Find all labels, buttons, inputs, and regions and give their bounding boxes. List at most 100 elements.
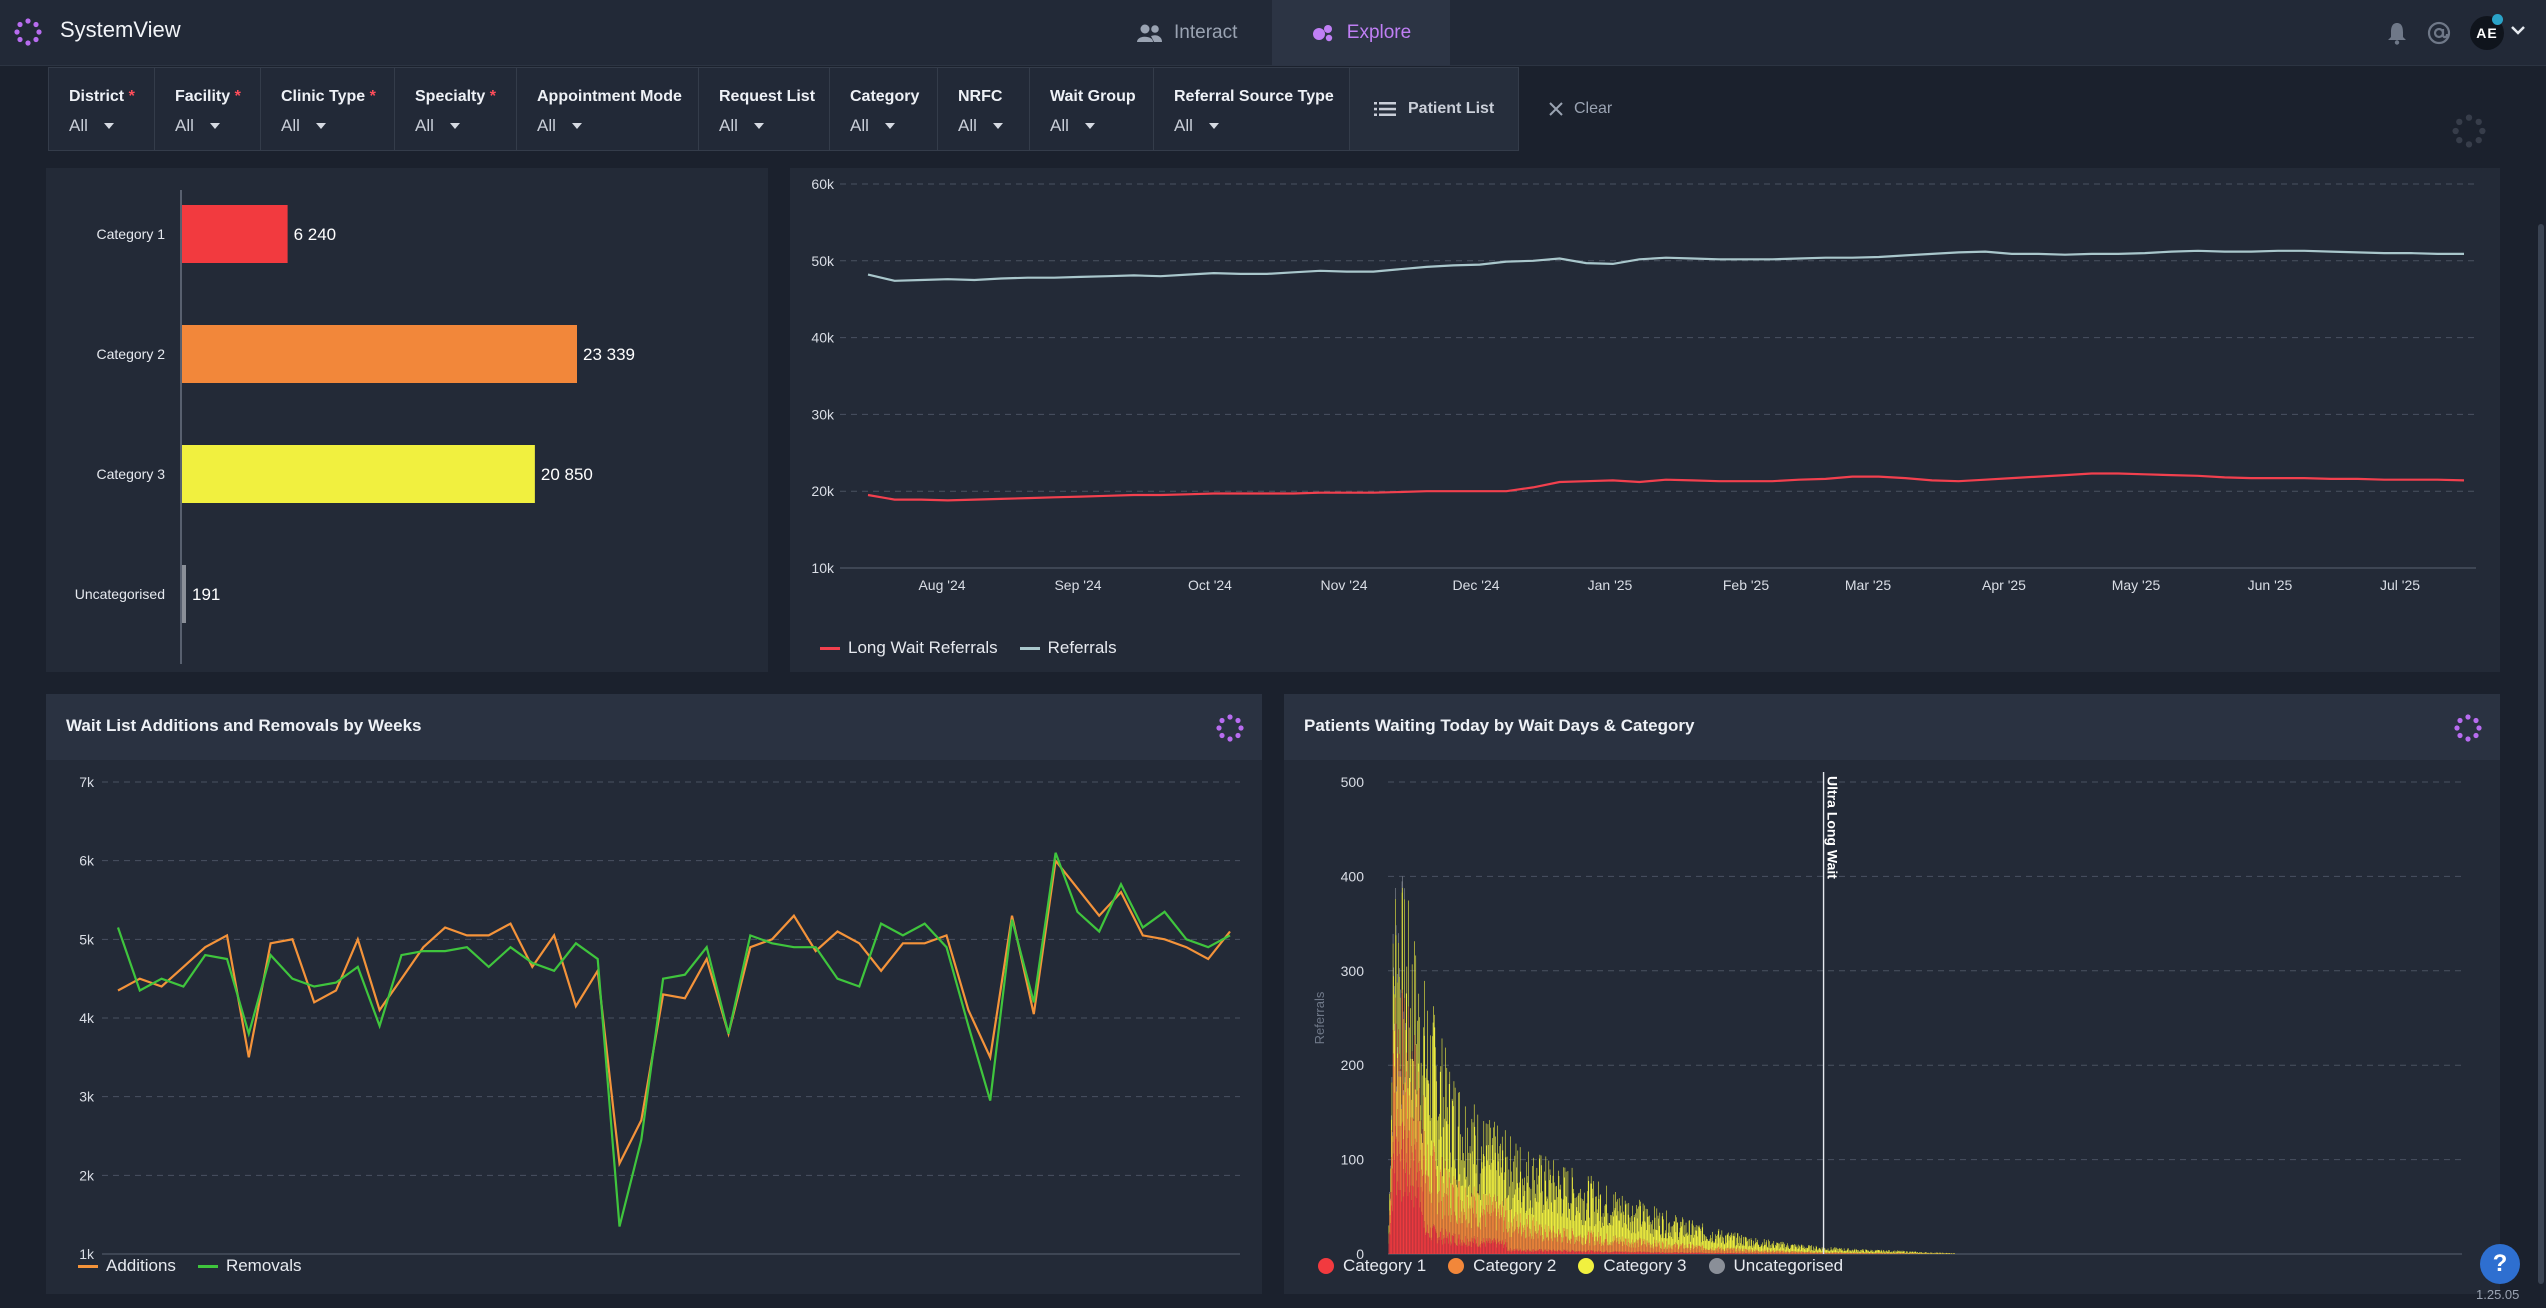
histogram-bar-segment [1435, 1229, 1436, 1254]
histogram-bar-segment [1722, 1253, 1723, 1254]
histogram-bar-segment [1481, 1162, 1483, 1213]
histogram-bar-segment [1585, 1221, 1587, 1245]
histogram-bar-segment [1704, 1248, 1706, 1254]
page-scrollbar[interactable] [2538, 224, 2544, 1284]
histogram-bar-segment [1658, 1243, 1659, 1253]
histogram-bar-segment [1905, 1253, 1907, 1254]
histogram-bar-segment [1464, 1212, 1465, 1243]
filter-wait-group[interactable]: Wait Group All [1030, 68, 1154, 150]
histogram-bar-segment [1548, 1249, 1550, 1254]
legend-item-removals[interactable]: Removals [197, 1256, 302, 1276]
histogram-bar-segment [1830, 1250, 1831, 1253]
legend-item-category-2[interactable]: Category 2 [1448, 1256, 1556, 1276]
filter-specialty[interactable]: Specialty * All [395, 68, 517, 150]
histogram-bar-segment [1689, 1252, 1690, 1254]
histogram-bar-segment [1447, 1238, 1449, 1254]
histogram-bar-segment [1675, 1252, 1676, 1254]
bell-icon[interactable] [2384, 20, 2410, 46]
histogram-bar-segment [1451, 1235, 1453, 1254]
histogram-bar-segment [1609, 1242, 1611, 1253]
histogram-bar-segment [1517, 1214, 1519, 1249]
panel-menu-icon[interactable] [1216, 714, 1244, 742]
histogram-bar-segment [1894, 1250, 1896, 1253]
clear-filters-button[interactable]: Clear [1548, 100, 1612, 118]
histogram-bar-segment [1440, 1231, 1442, 1254]
filter-appointment-mode[interactable]: Appointment Mode All [517, 68, 699, 150]
histogram-bar-segment [1734, 1236, 1735, 1249]
histogram-bar-segment [1654, 1217, 1656, 1244]
histogram-bar-segment [1482, 1154, 1484, 1210]
legend-item-long-wait[interactable]: Long Wait Referrals [820, 638, 998, 658]
histogram-bar-segment [1497, 1212, 1499, 1243]
filter-clinic-type[interactable]: Clinic Type * All [261, 68, 395, 150]
histogram-bar-segment [1545, 1224, 1547, 1250]
caret-down-icon [753, 123, 764, 129]
histogram-bar-segment [1742, 1244, 1744, 1252]
histogram-bar-segment [1679, 1247, 1680, 1253]
patient-list-button[interactable]: Patient List [1350, 68, 1519, 150]
histogram-bar-segment [1765, 1242, 1767, 1251]
explore-icon [1312, 25, 1332, 42]
app-logo-icon[interactable] [14, 18, 42, 46]
help-button[interactable]: ? [2480, 1244, 2520, 1284]
histogram-bar-segment [1645, 1208, 1647, 1241]
legend-item-category-1[interactable]: Category 1 [1318, 1256, 1426, 1276]
histogram-bar-segment [1603, 1242, 1605, 1253]
histogram-bar-segment [1703, 1253, 1705, 1254]
histogram-bar-segment [1574, 1244, 1575, 1253]
filter-nrfc[interactable]: NRFC All [938, 68, 1030, 150]
histogram-bar-segment [1710, 1235, 1711, 1249]
legend-item-referrals[interactable]: Referrals [1019, 638, 1117, 658]
panel-title: Patients Waiting Today by Wait Days & Ca… [1304, 716, 1695, 735]
histogram-bar-segment [1440, 1169, 1442, 1232]
histogram-bar-segment [1728, 1249, 1730, 1254]
histogram-bar-segment [1865, 1252, 1866, 1254]
filter-category[interactable]: Category All [830, 68, 938, 150]
histogram-bar-segment [1750, 1246, 1751, 1252]
histogram-bar-segment [1936, 1252, 1937, 1254]
histogram-bar-segment [1910, 1251, 1912, 1254]
histogram-bar-segment [1733, 1235, 1735, 1249]
filter-facility[interactable]: Facility * All [155, 68, 261, 150]
at-mention-icon[interactable] [2426, 20, 2452, 46]
histogram-bar-segment [1776, 1253, 1778, 1254]
histogram-bar-segment [1843, 1248, 1845, 1253]
tab-explore[interactable]: Explore [1272, 0, 1450, 66]
filter-referral-source-type[interactable]: Referral Source Type All [1154, 68, 1350, 150]
histogram-bar-segment [1414, 1138, 1416, 1197]
histogram-bar-segment [1889, 1252, 1890, 1254]
histogram-bar-segment [1559, 1189, 1561, 1235]
filter-request-list[interactable]: Request List All [699, 68, 830, 150]
histogram-bar-segment [1629, 1243, 1631, 1253]
histogram-bar-segment [1525, 1251, 1526, 1254]
histogram-bar-segment [1535, 1201, 1537, 1235]
histogram-bar-segment [1703, 1241, 1704, 1251]
histogram-bar-segment [1627, 1246, 1628, 1253]
histogram-bar-segment [1692, 1220, 1693, 1244]
histogram-bar-segment [1615, 1238, 1617, 1252]
histogram-bar-segment [1836, 1252, 1837, 1254]
histogram-bar-segment [1696, 1230, 1698, 1247]
chevron-down-icon[interactable] [2510, 24, 2526, 36]
tab-interact[interactable]: Interact [1096, 0, 1277, 66]
histogram-bar-segment [1604, 1205, 1606, 1240]
histogram-bar-segment [1390, 1205, 1392, 1254]
filter-district[interactable]: District * All [49, 68, 155, 150]
histogram-bar-segment [1501, 1172, 1502, 1218]
histogram-bar-segment [1442, 1244, 1443, 1254]
histogram-bar-segment [1850, 1251, 1852, 1254]
histogram-bar-segment [1876, 1250, 1877, 1253]
histogram-bar-segment [1571, 1251, 1572, 1254]
histogram-bar-segment [1842, 1249, 1843, 1253]
legend-item-additions[interactable]: Additions [78, 1256, 176, 1276]
histogram-bar-segment [1488, 1165, 1490, 1214]
panel-menu-icon[interactable] [2454, 714, 2482, 742]
histogram-bar-segment [1846, 1252, 1848, 1254]
histogram-bar-segment [1557, 1236, 1559, 1252]
histogram-bar-segment [1793, 1252, 1795, 1254]
histogram-bar-segment [1462, 1245, 1464, 1254]
histogram-bar-segment [1571, 1238, 1572, 1252]
legend-item-uncategorised[interactable]: Uncategorised [1708, 1256, 1843, 1276]
legend-item-category-3[interactable]: Category 3 [1578, 1256, 1687, 1276]
histogram-bar-segment [1830, 1252, 1831, 1254]
